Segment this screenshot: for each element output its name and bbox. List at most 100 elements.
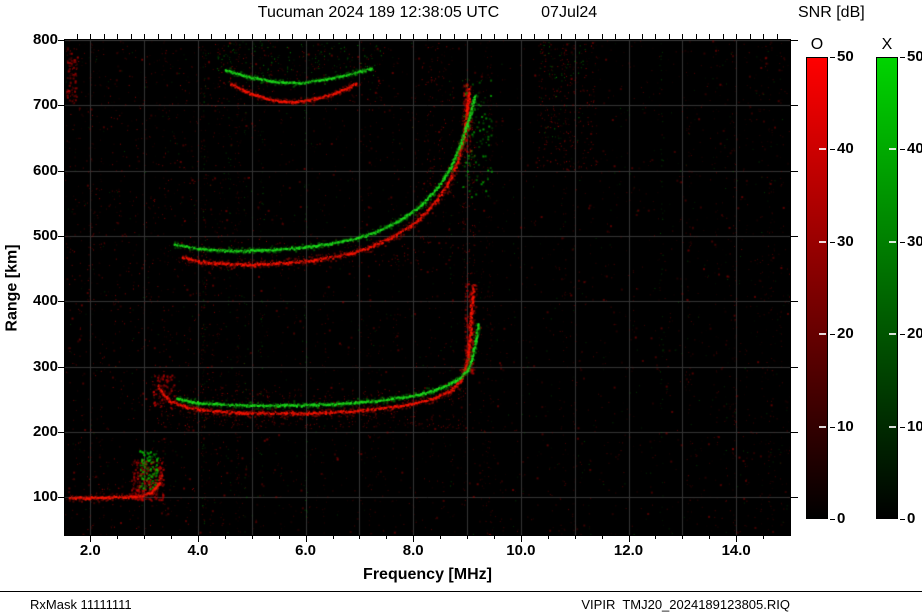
- x-top-tick: [763, 34, 765, 40]
- colorbar-tick-mark: [900, 149, 905, 151]
- colorbar-tick-mark: [900, 519, 905, 520]
- x-minor-tick: [332, 535, 334, 539]
- colorbar-label-X: X: [881, 36, 893, 53]
- x-top-tick: [736, 34, 738, 40]
- colorbar-inner-dash: [889, 425, 896, 428]
- x-minor-tick: [709, 535, 711, 539]
- y-tick-mark-right: [791, 301, 798, 303]
- x-top-tick: [224, 34, 226, 40]
- x-tick-mark: [520, 535, 522, 542]
- x-top-tick: [426, 34, 428, 40]
- x-minor-tick: [493, 535, 495, 539]
- colorbar-tick-label: 20: [837, 325, 854, 343]
- x-minor-tick: [144, 535, 146, 539]
- x-top-tick: [601, 34, 603, 40]
- colorbar-tick-label: 20: [907, 325, 922, 343]
- x-top-tick: [211, 34, 213, 40]
- colorbar-tick-mark: [830, 334, 835, 336]
- colorbar-tick-mark: [900, 241, 905, 243]
- x-top-tick: [251, 34, 253, 40]
- colorbar-tick-mark: [830, 426, 835, 428]
- colorbar-tick-label: 30: [837, 232, 854, 250]
- colorbar-tick-mark: [830, 519, 835, 520]
- y-tick-mark: [58, 40, 65, 41]
- y-axis-label-wrap: Range [km]: [0, 40, 26, 535]
- x-top-tick: [722, 34, 724, 40]
- x-minor-tick: [574, 535, 576, 539]
- x-top-tick: [359, 34, 361, 40]
- x-tick-mark: [197, 535, 199, 542]
- data-file-label: VIPIR TMJ20_2024189123805.RIQ: [581, 597, 790, 612]
- colorbar-label-O: O: [810, 36, 824, 53]
- x-tick-label: 10.0: [506, 542, 536, 559]
- y-tick-mark: [58, 235, 65, 237]
- x-top-tick: [695, 34, 697, 40]
- colorbar-tick-mark: [900, 426, 905, 428]
- footer-divider: [0, 591, 922, 592]
- x-tick-label: 12.0: [613, 542, 644, 559]
- title-text: Tucuman 2024 189 12:38:05 UTC: [257, 4, 500, 21]
- x-top-tick: [278, 34, 280, 40]
- x-top-tick: [749, 34, 751, 40]
- colorbar-inner-dash: [889, 240, 896, 243]
- colorbar-tick-mark: [830, 149, 835, 151]
- x-tick-mark: [413, 535, 415, 542]
- x-minor-tick: [171, 535, 173, 539]
- colorbar-tick-label: 50: [837, 48, 854, 65]
- y-tick-label: 100: [32, 488, 58, 506]
- x-tick-label: 6.0: [295, 542, 316, 559]
- y-tick-mark-right: [791, 235, 798, 237]
- x-top-tick: [588, 34, 590, 40]
- x-tick-label: 2.0: [79, 542, 101, 559]
- colorbar-inner-dash: [819, 148, 826, 151]
- x-top-tick: [655, 34, 657, 40]
- y-tick-label: 400: [32, 292, 58, 310]
- x-top-tick: [776, 34, 778, 40]
- x-top-tick: [534, 34, 536, 40]
- x-tick-label: 8.0: [402, 542, 424, 559]
- x-tick-mark: [90, 535, 92, 542]
- x-top-tick: [90, 34, 92, 40]
- y-tick-label: 800: [32, 31, 58, 48]
- x-tick-mark: [736, 535, 738, 542]
- x-top-tick: [493, 34, 495, 40]
- x-top-tick: [440, 34, 442, 40]
- x-top-tick: [668, 34, 670, 40]
- x-top-tick: [76, 34, 78, 40]
- y-tick-mark: [58, 431, 65, 433]
- x-tick-mark: [628, 535, 630, 542]
- plot-title: Tucuman 2024 189 12:38:05 UTC 07Jul24: [65, 4, 790, 22]
- y-tick-mark-right: [791, 170, 798, 172]
- x-top-tick: [157, 34, 159, 40]
- y-tick-mark: [58, 366, 65, 368]
- y-tick-label: 600: [32, 161, 58, 179]
- colorbar-tick-mark: [900, 57, 905, 58]
- x-minor-tick: [601, 535, 603, 539]
- x-tick-label: 4.0: [187, 542, 209, 559]
- x-minor-tick: [224, 535, 226, 539]
- x-minor-tick: [467, 535, 469, 539]
- y-tick-mark-right: [791, 105, 798, 107]
- x-top-tick: [453, 34, 455, 40]
- x-minor-tick: [655, 535, 657, 539]
- x-top-tick: [305, 34, 307, 40]
- x-top-tick: [480, 34, 482, 40]
- colorbar-tick-mark: [900, 334, 905, 336]
- colorbar-tick-label: 30: [907, 232, 922, 250]
- x-minor-tick: [117, 535, 119, 539]
- y-tick-mark: [58, 170, 65, 172]
- y-tick-mark: [58, 301, 65, 303]
- y-tick-mark-right: [791, 40, 798, 41]
- x-top-tick: [103, 34, 105, 40]
- x-minor-tick: [386, 535, 388, 539]
- colorbar-tick-label: 50: [907, 48, 922, 65]
- x-minor-tick: [440, 535, 442, 539]
- x-top-tick: [520, 34, 522, 40]
- x-minor-tick: [547, 535, 549, 539]
- x-minor-tick: [278, 535, 280, 539]
- x-top-tick: [372, 34, 374, 40]
- x-minor-tick: [359, 535, 361, 539]
- y-axis-label: Range [km]: [4, 243, 21, 332]
- x-axis-label: Frequency [MHz]: [363, 566, 492, 583]
